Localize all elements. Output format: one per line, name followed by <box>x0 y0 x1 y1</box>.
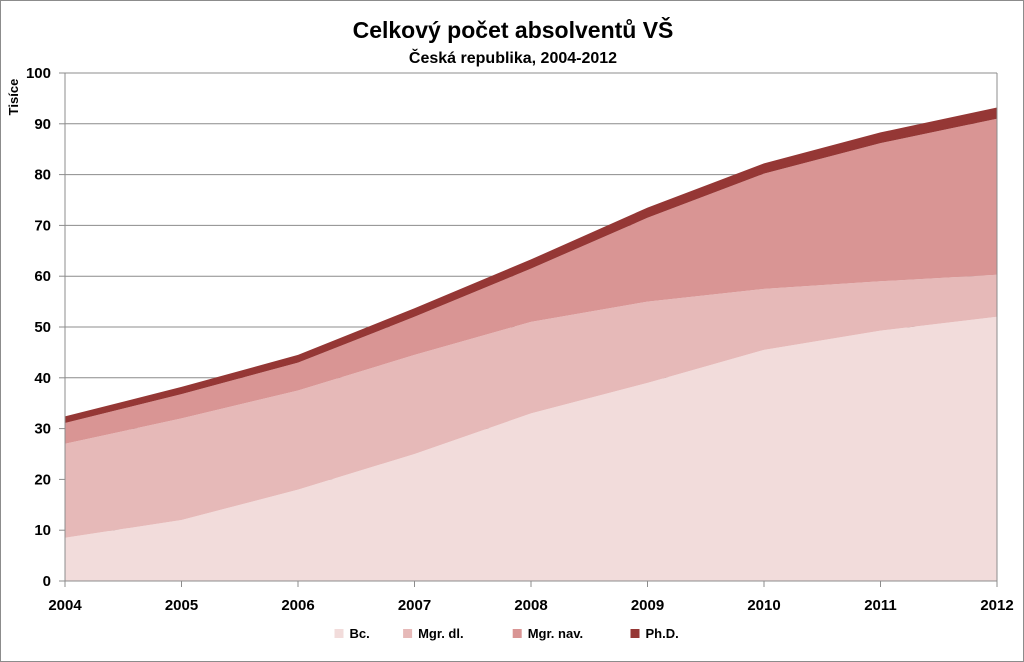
y-tick-label-50: 50 <box>34 319 51 336</box>
x-tick-label-2005: 2005 <box>165 597 198 614</box>
area-layer <box>65 107 997 581</box>
y-tick-labels: 0 10 20 30 40 50 60 70 80 90 100 <box>26 65 51 590</box>
y-tick-label-40: 40 <box>34 370 51 387</box>
legend-label-mgr-dl: Mgr. dl. <box>418 626 464 641</box>
x-tick-labels: 2004 2005 2006 2007 2008 2009 2010 2011 2012 <box>48 581 1014 614</box>
x-tick-label-2010: 2010 <box>747 597 780 614</box>
legend-label-bc: Bc. <box>350 626 370 641</box>
area-mgr-nav <box>65 118 997 444</box>
y-axis-label: Tisíce <box>6 79 21 116</box>
x-tick-label-2008: 2008 <box>514 597 547 614</box>
y-tick-label-20: 20 <box>34 471 51 488</box>
x-tick-label-2007: 2007 <box>398 597 431 614</box>
y-tick-label-80: 80 <box>34 167 51 184</box>
area-mgr-dl <box>65 274 997 538</box>
y-tick-label-10: 10 <box>34 522 51 539</box>
x-tick-label-2009: 2009 <box>631 597 664 614</box>
area-bc <box>65 316 997 581</box>
x-tick-label-2011: 2011 <box>864 597 897 614</box>
legend-swatch-bc <box>334 629 344 638</box>
y-tick-label-90: 90 <box>34 116 51 133</box>
y-tick-label-60: 60 <box>34 268 51 285</box>
y-tick-label-100: 100 <box>26 65 51 82</box>
y-tick-label-30: 30 <box>34 421 51 438</box>
x-tick-label-2006: 2006 <box>281 597 314 614</box>
x-tick-label-2004: 2004 <box>48 597 82 614</box>
y-tick-label-0: 0 <box>43 573 51 590</box>
legend: Bc. Mgr. dl. Mgr. nav. Ph.D. <box>334 626 679 641</box>
chart-subtitle: Česká republika, 2004-2012 <box>409 48 617 67</box>
x-tick-label-2012: 2012 <box>980 597 1013 614</box>
axis-layer <box>64 72 998 582</box>
legend-swatch-ph-d <box>630 629 640 638</box>
chart-title: Celkový počet absolventů VŠ <box>353 16 674 43</box>
legend-label-mgr-nav: Mgr. nav. <box>528 626 583 641</box>
legend-swatch-mgr-nav <box>512 629 522 638</box>
legend-label-ph-d: Ph.D. <box>646 626 679 641</box>
legend-swatch-mgr-dl <box>403 629 413 638</box>
area-ph-d <box>65 107 997 423</box>
y-tick-label-70: 70 <box>34 217 51 234</box>
